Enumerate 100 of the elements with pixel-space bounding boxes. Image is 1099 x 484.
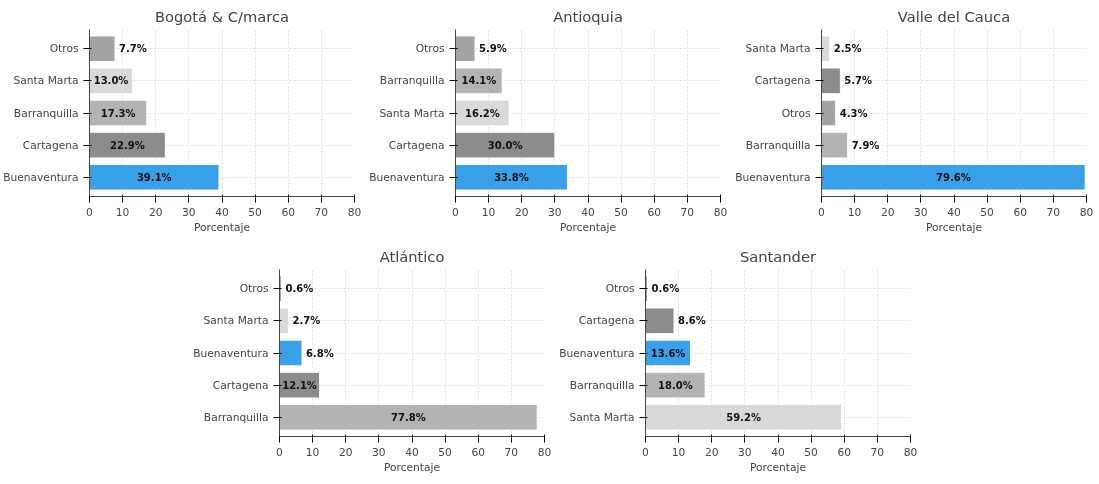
data-label: 2.7% [292, 315, 321, 327]
data-label: 33.8% [494, 171, 529, 183]
x-tick-label: 50 [804, 445, 819, 459]
y-tick-label: Otros [605, 282, 635, 296]
data-label: 59.2% [726, 411, 761, 423]
x-tick-label: 30 [372, 445, 386, 459]
y-tick-label: Santa Marta [569, 410, 635, 424]
chart-title: Valle del Cauca [897, 7, 1011, 25]
data-label: 12.1% [282, 379, 317, 391]
x-tick-label: 70 [314, 205, 329, 219]
x-tick-label: 30 [914, 205, 928, 219]
y-tick-label: Otros [239, 282, 269, 296]
x-tick-label: 20 [880, 205, 895, 219]
data-label: 8.6% [677, 315, 706, 327]
data-label: 5.9% [479, 43, 507, 55]
x-tick-label: 20 [514, 205, 529, 219]
data-label: 22.9% [110, 139, 145, 151]
y-tick-label: Santa Marta [203, 314, 269, 328]
x-tick-label: 0 [818, 205, 826, 219]
data-label: 77.8% [391, 411, 426, 423]
y-tick-label: Santa Marta [745, 42, 811, 56]
x-tick-label: 40 [215, 205, 229, 219]
chart-title: Atlántico [379, 247, 445, 265]
x-tick-label: 30 [182, 205, 196, 219]
x-tick-label: 50 [980, 205, 995, 219]
y-tick-label: Barranquilla [203, 410, 269, 424]
x-tick-label: 0 [276, 445, 284, 459]
data-label: 5.7% [844, 75, 873, 87]
x-tick-label: 70 [1046, 205, 1061, 219]
y-tick-label: Santa Marta [379, 106, 445, 120]
y-tick-label: Otros [781, 106, 811, 120]
x-tick-label: 50 [614, 205, 629, 219]
x-tick-label: 70 [870, 445, 885, 459]
x-tick-label: 60 [471, 445, 486, 459]
x-axis-title: Porcentaje [383, 460, 441, 474]
x-tick-label: 30 [548, 205, 562, 219]
y-tick-label: Buenaventura [3, 170, 79, 184]
y-tick-label: Buenaventura [559, 346, 635, 360]
x-tick-label: 40 [771, 445, 785, 459]
y-tick-label: Barranquilla [13, 106, 79, 120]
x-tick-label: 20 [338, 445, 353, 459]
x-tick-label: 80 [347, 205, 362, 219]
x-tick-label: 80 [1079, 205, 1094, 219]
chart-title: Bogotá & C/marca [155, 7, 289, 25]
data-label: 13.0% [93, 75, 129, 87]
data-label: 39.1% [136, 171, 172, 183]
y-tick-label: Santa Marta [13, 74, 79, 88]
data-label: 7.9% [851, 139, 880, 151]
y-tick-label: Buenaventura [369, 170, 445, 184]
data-label: 0.6% [651, 283, 680, 295]
x-tick-label: 0 [86, 205, 94, 219]
x-tick-label: 20 [148, 205, 163, 219]
data-label: 79.6% [935, 171, 971, 183]
x-axis-title: Porcentaje [193, 220, 251, 234]
y-tick-label: Otros [415, 42, 445, 56]
y-tick-label: Barranquilla [745, 138, 811, 152]
y-tick-label: Otros [49, 42, 79, 56]
x-tick-label: 80 [903, 445, 918, 459]
y-tick-label: Cartagena [578, 314, 635, 328]
x-tick-label: 10 [671, 445, 686, 459]
data-label: 4.3% [839, 107, 868, 119]
data-label: 30.0% [487, 139, 523, 151]
x-tick-label: 40 [947, 205, 961, 219]
x-tick-label: 10 [115, 205, 130, 219]
y-tick-label: Cartagena [754, 74, 811, 88]
y-tick-label: Buenaventura [193, 346, 269, 360]
x-tick-label: 70 [680, 205, 695, 219]
y-tick-label: Cartagena [388, 138, 445, 152]
x-tick-label: 10 [481, 205, 496, 219]
data-label: 0.6% [285, 283, 314, 295]
x-tick-label: 40 [581, 205, 595, 219]
x-tick-label: 60 [281, 205, 296, 219]
x-tick-label: 60 [837, 445, 852, 459]
x-tick-label: 30 [738, 445, 752, 459]
data-label: 6.8% [306, 347, 334, 359]
x-tick-label: 60 [647, 205, 662, 219]
x-axis-title: Porcentaje [749, 460, 807, 474]
y-tick-label: Barranquilla [379, 74, 445, 88]
x-tick-label: 20 [704, 445, 719, 459]
x-tick-label: 50 [248, 205, 263, 219]
y-tick-label: Cartagena [22, 138, 79, 152]
data-label: 17.3% [100, 107, 136, 119]
y-tick-label: Buenaventura [735, 170, 811, 184]
x-tick-label: 80 [537, 445, 552, 459]
data-label: 14.1% [461, 75, 497, 87]
x-tick-label: 10 [847, 205, 862, 219]
y-tick-label: Barranquilla [569, 378, 635, 392]
x-axis-title: Porcentaje [559, 220, 617, 234]
x-tick-label: 10 [305, 445, 320, 459]
x-tick-label: 0 [452, 205, 460, 219]
chart-title: Santander [740, 247, 817, 265]
x-axis-title: Porcentaje [925, 220, 983, 234]
data-label: 18.0% [657, 379, 693, 391]
x-tick-label: 40 [405, 445, 419, 459]
x-tick-label: 70 [504, 445, 519, 459]
x-tick-label: 50 [438, 445, 453, 459]
x-tick-label: 60 [1013, 205, 1028, 219]
y-tick-label: Cartagena [212, 378, 269, 392]
chart-title: Antioquia [553, 7, 623, 25]
x-tick-label: 80 [713, 205, 728, 219]
